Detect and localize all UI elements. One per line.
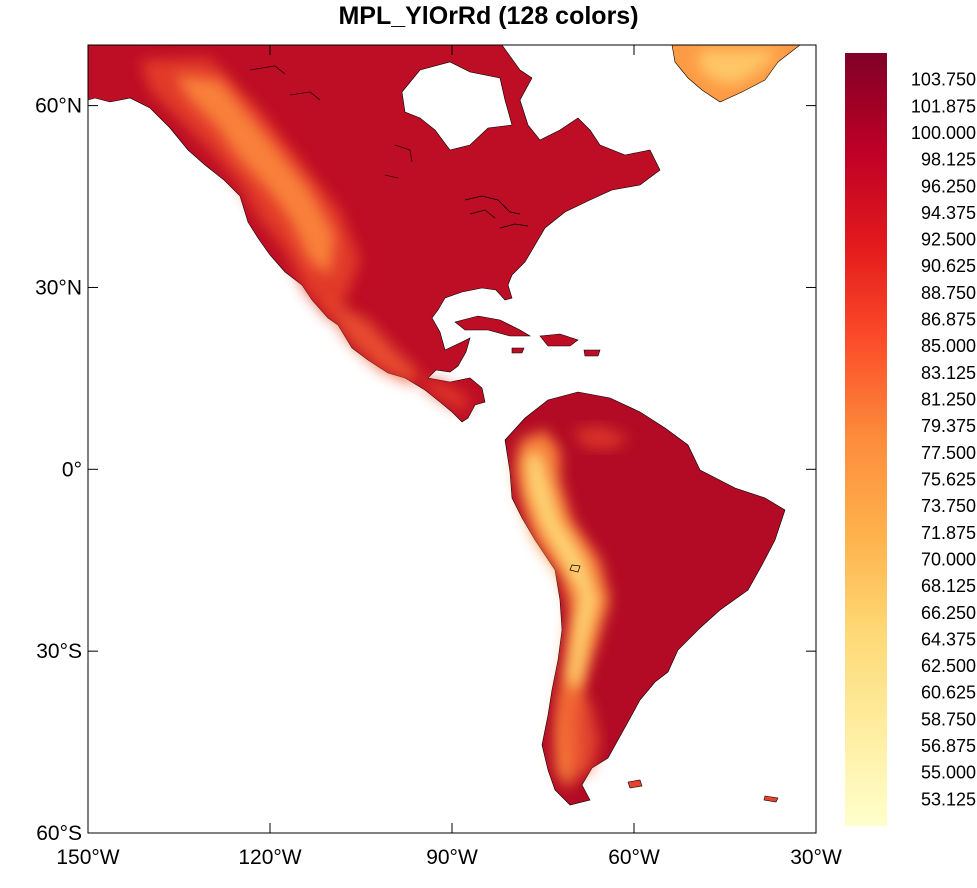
y-tick-label: 30°S [36, 640, 82, 663]
colorbar-label: 58.750 [921, 709, 976, 729]
x-tick-label: 120°W [238, 846, 301, 869]
colorbar-label: 85.000 [921, 336, 976, 356]
highland-rockies [140, 58, 360, 320]
lake-titicaca [569, 564, 581, 573]
colorbar-label: 88.750 [921, 283, 976, 303]
y-tick-label: 0° [62, 458, 82, 481]
x-tick-label: 30°W [790, 846, 842, 869]
colorbar-label: 81.250 [921, 390, 976, 410]
colorbar-label: 94.375 [921, 203, 976, 223]
colorbar-label: 79.375 [921, 416, 976, 436]
colorbar-label: 56.875 [921, 736, 976, 756]
colorbar-label: 70.000 [921, 549, 976, 569]
map-area [88, 45, 816, 833]
highland-mexico [330, 300, 420, 385]
island-falklands [627, 779, 643, 789]
colorbar-label: 86.875 [921, 310, 976, 330]
highland-andes-light [525, 452, 598, 690]
chart-title: MPL_YlOrRd (128 colors) [338, 2, 639, 30]
hudson-bay [401, 61, 513, 151]
greenland-light [698, 50, 780, 85]
colorbar-label: 90.625 [921, 256, 976, 276]
colorbar-label: 62.500 [921, 656, 976, 676]
x-tick-label: 150°W [56, 846, 119, 869]
colorbar-label: 77.500 [921, 443, 976, 463]
highland-central-america [420, 375, 470, 412]
colorbar-label: 98.125 [921, 150, 976, 170]
axis-ticks: 150°W 120°W 90°W 60°W 30°W 60°N 30°N 0° 30°S 60°S [35, 45, 842, 869]
colorbar [845, 53, 887, 826]
colorbar-label: 60.625 [921, 683, 976, 703]
colorbar-label: 100.000 [911, 123, 976, 143]
colorbar-label: 103.750 [911, 70, 976, 90]
highland-patagonia [560, 690, 600, 780]
colorbar-label: 83.125 [921, 363, 976, 383]
island-hispaniola [539, 333, 579, 347]
colorbar-label: 71.875 [921, 523, 976, 543]
colorbar-label: 75.625 [921, 469, 976, 489]
colorbar-label: 66.250 [921, 603, 976, 623]
colorbar-label: 73.750 [921, 496, 976, 516]
highland-guiana [572, 425, 630, 450]
island-jamaica [511, 347, 525, 354]
island-south-georgia [763, 795, 779, 803]
y-tick-label: 60°N [35, 95, 82, 118]
colorbar-label: 101.875 [911, 96, 976, 116]
highland-rockies-light [175, 75, 335, 275]
colorbar-label: 64.375 [921, 629, 976, 649]
island-cuba [454, 315, 532, 337]
y-tick-label: 60°S [36, 822, 82, 845]
x-tick-label: 90°W [426, 846, 478, 869]
x-tick-label: 60°W [608, 846, 660, 869]
colorbar-label: 68.125 [921, 576, 976, 596]
great-lakes [464, 195, 529, 229]
colorbar-labels: 103.750 101.875 100.000 98.125 96.250 94.375 9… [911, 70, 976, 810]
colorbar-label: 53.125 [921, 789, 976, 809]
colorbar-label: 55.000 [921, 763, 976, 783]
y-tick-label: 30°N [35, 276, 82, 299]
island-puerto-rico [583, 349, 601, 357]
colorbar-label: 96.250 [921, 176, 976, 196]
canada-lakes [249, 65, 413, 179]
colorbar-label: 92.500 [921, 230, 976, 250]
